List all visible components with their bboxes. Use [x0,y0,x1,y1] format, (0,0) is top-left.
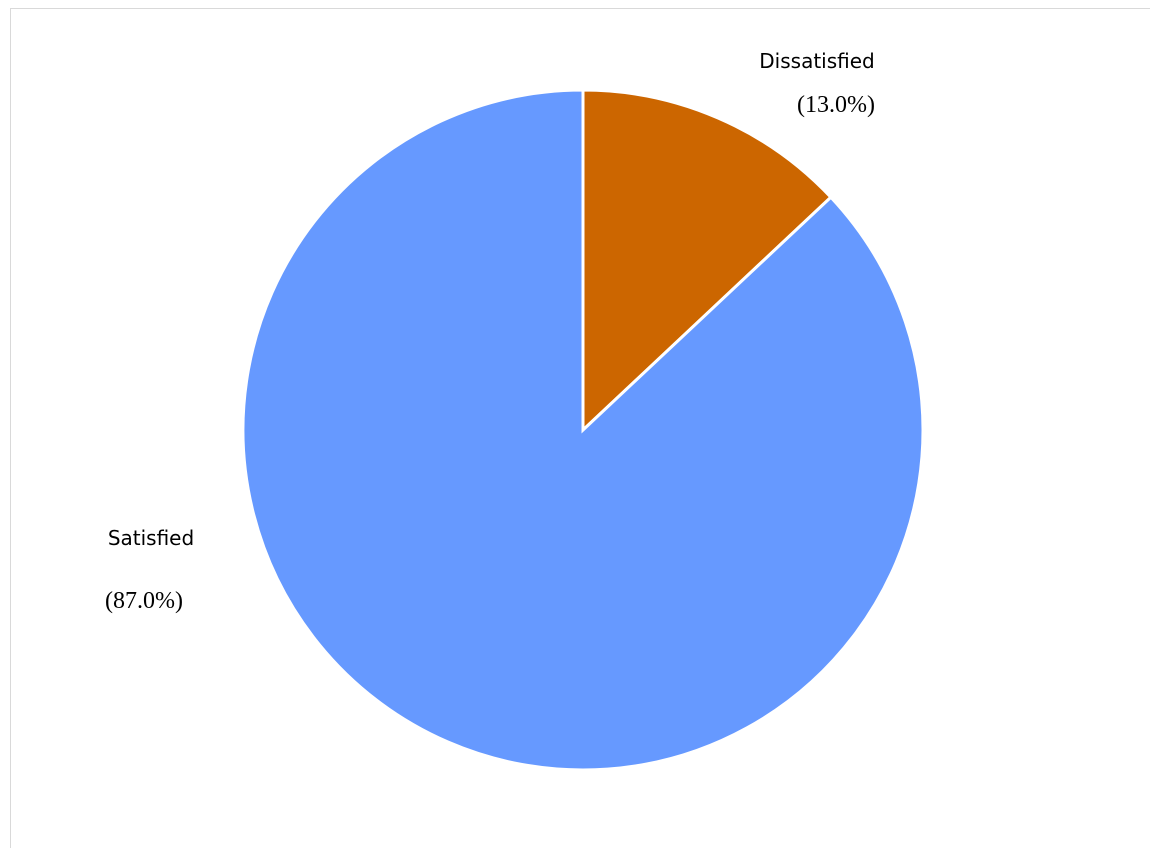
pie-slices [241,88,925,772]
pie-slice-dissatisfied [581,88,833,434]
chart-frame [10,8,1150,848]
slice-percent-dissatisfied: (13.0%) [797,92,875,118]
slice-label-satisfied: Satisfied [108,526,194,550]
slice-percent-satisfied: (87.0%) [105,588,183,614]
pie-slice-satisfied [241,88,925,772]
slice-label-dissatisfied: Dissatisfied [759,49,874,73]
